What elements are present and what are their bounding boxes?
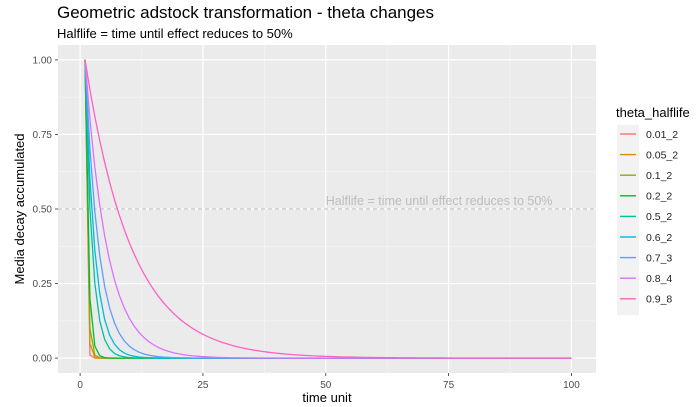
legend: theta_halflife 0.01_2 0.05_2 0.1_2 0.2_2 0.5… xyxy=(616,105,690,315)
y-axis-title: Media decay accumulated xyxy=(12,133,27,284)
chart-title: Geometric adstock transformation - theta… xyxy=(57,3,434,22)
y-tick-label: 1.00 xyxy=(33,55,53,66)
chart-subtitle: Halflife = time until effect reduces to … xyxy=(57,26,293,41)
legend-label-0.6_2: 0.6_2 xyxy=(646,232,672,244)
series-line-0.9_8 xyxy=(84,59,572,359)
x-tick-label: 0 xyxy=(77,380,83,391)
y-tick-label: 0.00 xyxy=(33,354,53,365)
x-axis-title: time unit xyxy=(302,390,352,405)
legend-label-0.2_2: 0.2_2 xyxy=(646,191,672,203)
annotations: Halflife = time until effect reduces to … xyxy=(58,194,596,210)
y-tick-label: 0.25 xyxy=(33,279,53,290)
x-tick-label: 50 xyxy=(320,380,332,391)
series-lines xyxy=(84,59,572,359)
legend-label-0.01_2: 0.01_2 xyxy=(646,129,678,141)
legend-label-0.5_2: 0.5_2 xyxy=(646,211,672,223)
legend-title: theta_halflife xyxy=(616,105,690,120)
legend-items: 0.01_2 0.05_2 0.1_2 0.2_2 0.5_2 0.6_2 0.7_3 0.8… xyxy=(620,129,678,306)
legend-key-background xyxy=(617,125,639,315)
legend-label-0.7_3: 0.7_3 xyxy=(646,252,672,264)
legend-label-0.05_2: 0.05_2 xyxy=(646,149,678,161)
halflife-annotation: Halflife = time until effect reduces to … xyxy=(326,194,553,208)
x-tick-label: 100 xyxy=(563,380,580,391)
legend-label-0.8_4: 0.8_4 xyxy=(646,273,672,285)
y-axis-ticks: 0.00 0.25 0.50 0.75 1.00 xyxy=(33,55,58,365)
y-tick-label: 0.50 xyxy=(33,205,53,216)
x-tick-label: 25 xyxy=(197,380,209,391)
legend-label-0.9_8: 0.9_8 xyxy=(646,294,672,306)
y-tick-label: 0.75 xyxy=(33,130,53,141)
x-tick-label: 75 xyxy=(443,380,455,391)
x-axis-ticks: 0 25 50 75 100 xyxy=(77,373,580,391)
legend-label-0.1_2: 0.1_2 xyxy=(646,170,672,182)
